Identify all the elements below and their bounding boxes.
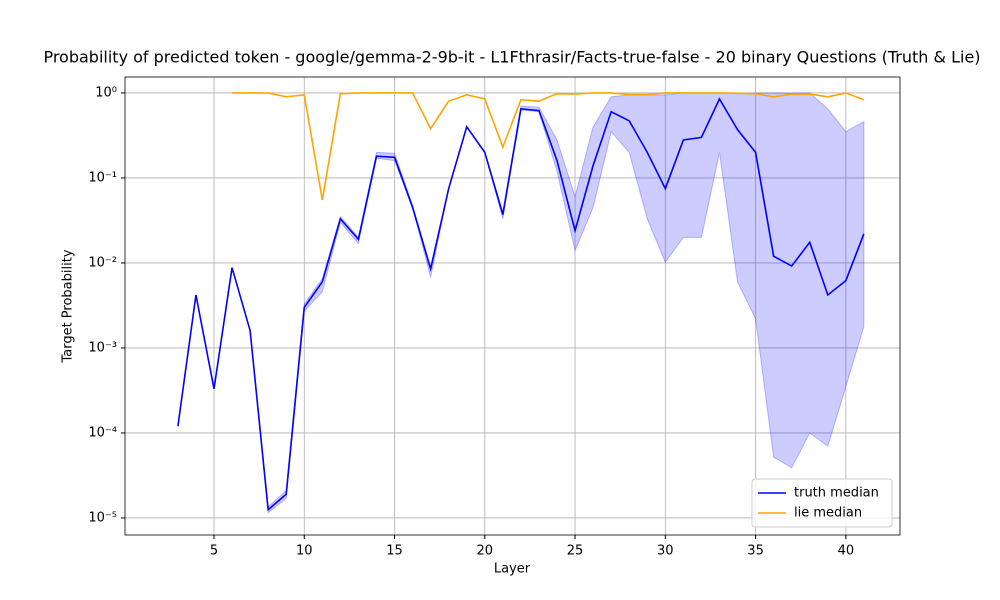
y-tick-label: 10⁻⁴: [88, 425, 117, 440]
y-axis-label: Target Probability: [61, 249, 76, 363]
plot-frame: [124, 76, 901, 536]
y-tick-label: 10⁻²: [88, 255, 117, 270]
confidence-band: [177, 92, 865, 514]
x-tick-label: 20: [477, 544, 494, 559]
y-tick-label: 10⁻⁵: [88, 510, 117, 525]
legend-box: [751, 478, 893, 528]
legend-label: truth median: [794, 486, 879, 501]
x-tick-label: 10: [296, 544, 313, 559]
y-tick-label: 10⁻¹: [88, 170, 117, 185]
x-tick-label: 25: [567, 544, 584, 559]
y-tick-label: 10⁰: [95, 85, 117, 100]
chart-title: Probability of predicted token - google/…: [43, 48, 980, 67]
x-axis-label: Layer: [494, 562, 531, 577]
x-tick-label: 35: [747, 544, 764, 559]
x-tick-label: 15: [386, 544, 403, 559]
line: [177, 97, 865, 512]
y-tick-label: 10⁻³: [88, 340, 117, 355]
line: [232, 92, 865, 201]
x-tick-label: 40: [838, 544, 855, 559]
legend-label: lie median: [794, 506, 862, 521]
x-tick-label: 5: [210, 544, 218, 559]
x-tick-label: 30: [657, 544, 674, 559]
